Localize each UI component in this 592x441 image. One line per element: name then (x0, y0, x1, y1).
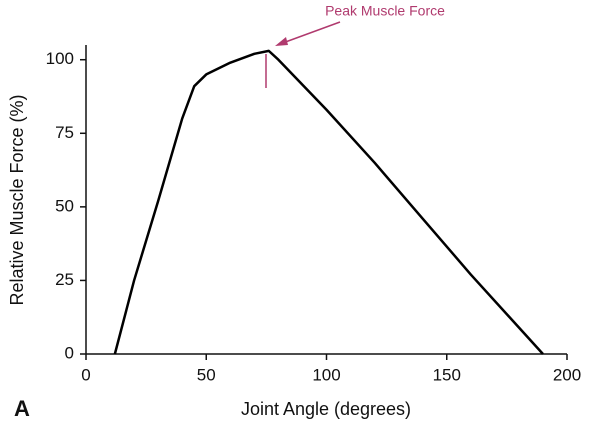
x-axis-title: Joint Angle (degrees) (241, 399, 411, 419)
x-tick-label: 150 (433, 365, 461, 384)
annotation-arrow (279, 21, 341, 45)
y-tick-label: 100 (46, 49, 74, 68)
y-tick-label: 0 (65, 343, 74, 362)
panel-label: A (14, 396, 30, 421)
x-tick-label: 0 (81, 365, 90, 384)
y-tick-label: 75 (55, 123, 74, 142)
annotation: Peak Muscle Force (325, 3, 445, 19)
arrow-head (275, 37, 288, 46)
y-axis-title: Relative Muscle Force (%) (7, 94, 27, 305)
line (113, 49, 544, 355)
x-tick-label: 50 (197, 365, 216, 384)
y-tick-label: 50 (55, 196, 74, 215)
x-tick-label: 200 (553, 365, 581, 384)
x-tick-label: 100 (312, 365, 340, 384)
y-tick-label: 25 (55, 270, 74, 289)
